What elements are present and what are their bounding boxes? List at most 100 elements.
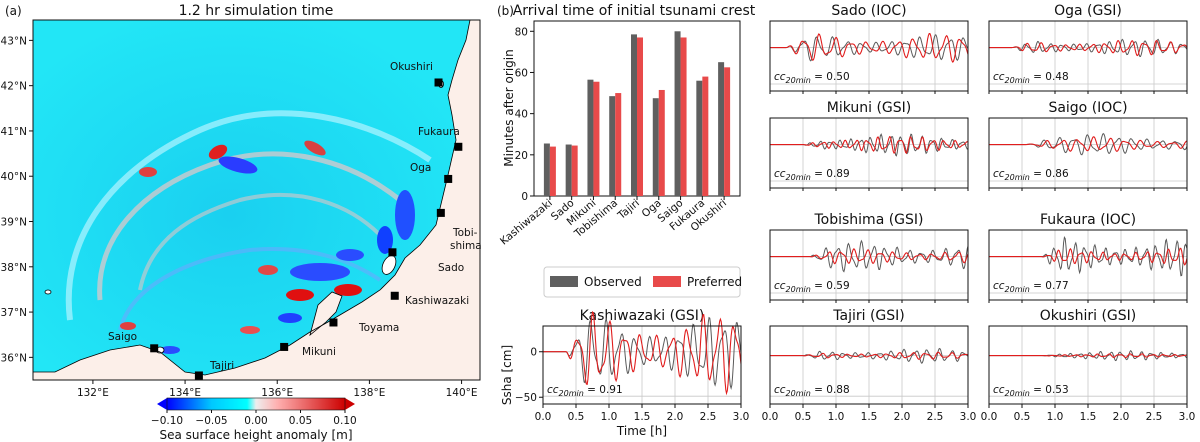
bar-observed [543,143,550,196]
station-marker [390,291,399,300]
colorbar-tick-label: 0.00 [244,415,267,427]
bar-observed [652,98,659,196]
waveform-x-tick-label: 2.5 [1146,411,1163,423]
anomaly-blue [278,313,302,323]
anomaly-red [304,140,326,156]
waveform-x-tick-label: 0.5 [568,411,585,423]
anomaly-red [334,284,362,296]
bar-preferred [724,67,731,196]
anomaly-red [120,322,136,330]
anomaly-blue [336,249,364,261]
waveform-title: Oga (GSI) [1054,3,1122,19]
anomaly-blue [290,263,350,281]
waveform-cc-label: cc20min = 0.77 [993,280,1069,294]
waveform-panels: Sado (IOC) cc20min = 0.50 Oga (GSI) cc20min… [515,3,1196,438]
waveform-x-tick-label: 0.5 [795,411,812,423]
waveform-title: Okushiri (GSI) [1040,308,1137,324]
lon-tick-label: 136°E [261,387,293,399]
anomaly-blue [377,226,393,254]
colorbar-right-arrow [345,398,355,410]
waveform-cc-label: cc20min = 0.88 [774,384,850,398]
anomaly-blue [218,156,258,174]
bar-legend: Observed Preferred [543,266,742,298]
waveform-x-tick-label: 1.0 [601,411,618,423]
label-toyama: Toyama [358,322,399,334]
waveform-panel: Fukaura (IOC) cc20min = 0.77 [988,212,1188,303]
waveform-title: Fukaura (IOC) [1040,212,1136,228]
panel-a-title: 1.2 hr simulation time [179,3,334,19]
colorbar-ticks: −0.10 −0.05 0.00 0.05 0.10 [151,410,357,427]
anomaly-red [139,167,157,177]
waveform-observed-line [543,316,742,391]
bar-preferred [702,76,709,196]
bar-observed [674,31,681,197]
bar-observed [718,62,725,197]
wave-front [65,110,432,321]
waveform-ylabel: Ssha [cm] [500,345,514,405]
station-marker [280,342,289,351]
waveform-x-tick-label: 2.5 [700,411,717,423]
waveform-cc-label: cc20min = 0.89 [774,168,850,182]
station-marker [434,78,443,87]
waveform-observed-line [989,38,1188,58]
bar-chart-ylabel: Minutes after origin [502,49,516,166]
colorbar-tick-label: 0.10 [333,415,356,427]
legend-preferred: Preferred [687,275,742,289]
waveform-xlabel: Time [h] [616,424,667,438]
station-marker [454,142,463,151]
waveform-y-tick-label: −50 [515,392,537,404]
waveform-preferred-line [989,247,1188,266]
station-marker [436,208,445,217]
bar-y-tick-label: 60 [515,67,528,79]
waveform-x-tick-label: 2.0 [894,411,911,423]
lon-tick-label: 138°E [353,387,385,399]
legend-swatch-preferred [653,276,681,287]
waveform-x-tick-label: 0.5 [1014,411,1031,423]
bar-observed [587,79,594,196]
bar-chart: 020406080KashiwazakiSadoMikuniTobishimaT… [498,20,741,248]
station-marker [444,174,453,183]
noto-peninsula [309,291,343,337]
bar-preferred [549,146,556,196]
map-frame [32,19,481,381]
lat-tick-label: 42°N [1,81,27,93]
bar-observed [631,34,637,196]
waveform-cc-label: cc20min = 0.50 [774,71,850,85]
panel-b-label: (b) [497,4,514,18]
lat-tick-label: 43°N [1,35,27,47]
waveform-x-tick-label: 1.5 [634,411,651,423]
bar-observed [609,96,616,196]
bar-y-tick-label: 40 [515,109,528,121]
label-sado: Sado [438,262,464,274]
lat-tick-label: 41°N [1,126,27,138]
waveform-preferred-line [989,39,1188,57]
station-markers [150,78,463,380]
waveform-title: Tajiri (GSI) [832,308,904,324]
bar-x-tick-label: Kashiwazaki [498,197,555,247]
waveform-cc-label: cc20min = 0.48 [993,71,1069,85]
label-tajiri: Tajiri [209,360,234,372]
waveform-x-tick-label: 1.5 [1080,411,1097,423]
legend-frame [543,266,741,298]
waveform-preferred-line [770,351,969,360]
waveform-preferred-line [543,310,742,396]
label-oga: Oga [410,162,431,174]
wave-inner-band [97,151,402,301]
legend-swatch-observed [550,276,578,287]
waveform-panel: Mikuni (GSI) cc20min = 0.89 [769,100,969,191]
waveform-preferred-line [989,136,1188,153]
colorbar: −0.10 −0.05 0.00 0.05 0.10 Sea surface heigh… [151,397,357,442]
bar-observed [565,144,572,196]
waveform-panel: Sado (IOC) cc20min = 0.50 [769,3,969,94]
waveform-x-tick-label: 0.0 [535,411,552,423]
label-saigo: Saigo [108,331,137,343]
colorbar-left-arrow [157,398,167,410]
waveform-title: Sado (IOC) [831,3,906,19]
legend-observed: Observed [584,275,642,289]
waveform-cc-label: cc20min = 0.86 [993,168,1069,182]
waveform-title: Kashiwazaki (GSI) [580,308,705,324]
waveform-cc-label: cc20min = 0.59 [774,280,850,294]
waveform-preferred-line [989,353,1187,359]
waveform-x-tick-label: 3.0 [1179,411,1196,423]
waveform-x-tick-label: 3.0 [733,411,750,423]
